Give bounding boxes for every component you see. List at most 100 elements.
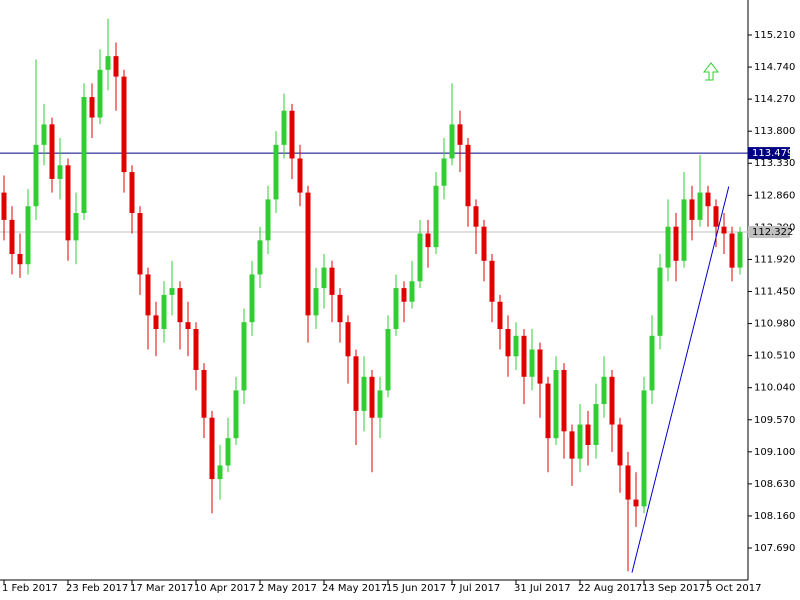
trend-line	[631, 186, 730, 573]
candle-body	[73, 213, 79, 241]
candle-body	[129, 172, 135, 214]
candle-body	[281, 110, 287, 145]
candle-body	[473, 206, 479, 227]
candle-body	[657, 267, 663, 336]
candle-body	[609, 376, 615, 425]
y-tick-label: 111.920	[754, 254, 795, 265]
y-tick-label: 109.100	[754, 447, 795, 458]
y-tick-label: 111.450	[754, 287, 795, 298]
candle-body	[305, 192, 311, 316]
y-tick-label: 115.210	[754, 30, 795, 41]
candle-body	[57, 165, 63, 179]
candle-body	[489, 260, 495, 302]
candle-body	[113, 56, 119, 77]
candle-body	[617, 424, 623, 466]
candle-body	[393, 288, 399, 330]
candle-body	[561, 369, 567, 432]
candle-body	[633, 499, 639, 507]
hline-label-box	[748, 147, 790, 160]
y-tick-label: 113.800	[754, 126, 795, 137]
candle-body	[137, 213, 143, 275]
candle-body	[153, 315, 159, 330]
y-tick-label: 110.510	[754, 351, 795, 362]
x-tick-label: 5 Oct 2017	[706, 583, 761, 594]
candle-body	[105, 56, 111, 70]
candle-body	[401, 288, 407, 302]
candle-body	[721, 226, 727, 234]
candle-body	[233, 390, 239, 439]
candle-body	[545, 383, 551, 439]
candle-body	[161, 294, 167, 330]
candle-body	[601, 376, 607, 405]
candle-body	[289, 110, 295, 159]
candle-body	[49, 124, 55, 179]
candle-body	[297, 158, 303, 193]
candle-body	[665, 226, 671, 268]
candle-body	[593, 404, 599, 445]
candle-body	[673, 226, 679, 261]
candle-body	[353, 356, 359, 411]
candle-body	[41, 124, 47, 145]
y-tick-label: 109.570	[754, 415, 795, 426]
candle-body	[569, 431, 575, 459]
candle-body	[369, 376, 375, 418]
candle-body	[361, 376, 367, 411]
x-tick-label: 7 Jul 2017	[450, 583, 500, 594]
candle-body	[449, 124, 455, 159]
y-tick-label: 107.690	[754, 543, 795, 554]
x-tick-label: 1 Feb 2017	[2, 583, 58, 594]
candle-body	[377, 390, 383, 418]
candle-body	[17, 253, 23, 265]
y-tick-label: 108.160	[754, 511, 795, 522]
y-tick-label: 114.270	[754, 94, 795, 105]
buy-arrow-icon	[702, 62, 720, 81]
candle-body	[241, 322, 247, 391]
candle-body	[321, 267, 327, 289]
candle-body	[729, 233, 735, 268]
candle-body	[641, 390, 647, 507]
candle-body	[209, 417, 215, 480]
candle-body	[409, 281, 415, 302]
x-tick-label: 10 Apr 2017	[194, 583, 256, 594]
y-tick-label: 110.040	[754, 383, 795, 394]
candle-body	[1, 192, 7, 220]
candle-body	[33, 144, 39, 207]
candle-body	[513, 335, 519, 357]
candle-body	[217, 465, 223, 480]
x-tick-label: 22 Aug 2017	[578, 583, 642, 594]
candle-body	[121, 76, 127, 173]
price-label: 112.322	[752, 227, 793, 238]
candle-body	[585, 424, 591, 445]
candle-body	[465, 144, 471, 207]
candle-body	[313, 288, 319, 316]
candle-body	[433, 185, 439, 248]
candle-body	[497, 301, 503, 330]
candle-body	[697, 192, 703, 220]
x-tick-label: 31 Jul 2017	[514, 583, 571, 594]
candle-body	[337, 294, 343, 323]
x-tick-label: 13 Sep 2017	[642, 583, 705, 594]
candle-body	[505, 329, 511, 357]
candle-body	[273, 144, 279, 200]
candle-body	[521, 335, 527, 377]
candle-body	[265, 199, 271, 241]
candle-body	[193, 329, 199, 370]
candle-body	[249, 274, 255, 323]
x-tick-label: 15 Jun 2017	[386, 583, 446, 594]
candle-body	[65, 165, 71, 241]
candle-body	[737, 232, 743, 268]
candle-body	[97, 69, 103, 118]
x-tick-label: 23 Feb 2017	[66, 583, 128, 594]
candle-body	[185, 322, 191, 330]
candle-body	[425, 233, 431, 248]
y-tick-label: 112.860	[754, 190, 795, 201]
hline-label: 113.479	[752, 148, 793, 159]
candle-body	[457, 124, 463, 145]
candle-body	[177, 288, 183, 323]
candle-body	[689, 199, 695, 220]
candle-body	[417, 233, 423, 282]
price-label-box	[748, 226, 790, 239]
y-tick-label: 114.740	[754, 62, 795, 73]
candle-body	[537, 349, 543, 384]
